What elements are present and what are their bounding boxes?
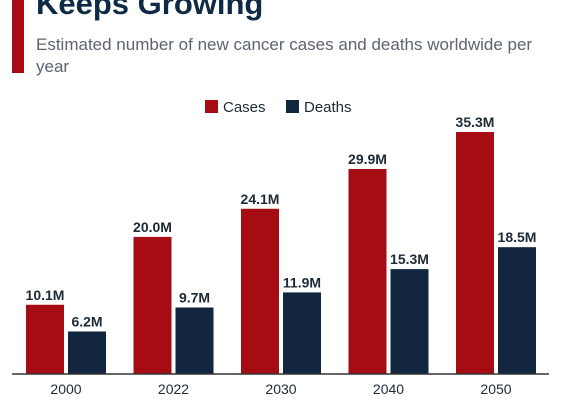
x-tick-label-2000: 2000 — [50, 381, 81, 397]
bar-deaths-2022 — [175, 307, 214, 374]
legend-label-deaths: Deaths — [304, 99, 352, 116]
value-label-deaths-2022: 9.7M — [179, 290, 210, 306]
bar-deaths-2000 — [68, 331, 106, 374]
title-accent-bar — [12, 0, 24, 73]
value-label-cases-2000: 10.1M — [26, 287, 65, 303]
value-labels-layer: 10.1M 6.2M 20.0M 9.7M 24.1M 11.9M 29.9M 15.3M 35… — [26, 114, 537, 329]
value-label-deaths-2030: 11.9M — [283, 274, 321, 290]
x-tick-label-2050: 2050 — [480, 381, 511, 397]
value-label-cases-2022: 20.0M — [133, 219, 172, 235]
value-label-deaths-2000: 6.2M — [71, 313, 102, 329]
legend-swatch-cases — [205, 100, 218, 113]
bar-cases-2050 — [456, 132, 494, 374]
chart-header: Keeps Growing Estimated number of new ca… — [0, 0, 561, 80]
value-label-cases-2030: 24.1M — [241, 191, 280, 207]
bar-deaths-2040 — [390, 269, 429, 374]
chart-subtitle: Estimated number of new cancer cases and… — [36, 35, 533, 76]
x-tick-label-2022: 2022 — [158, 381, 189, 397]
x-axis-ticks: 2000 2022 2030 2040 2050 — [50, 381, 511, 397]
bar-cases-2000 — [26, 304, 64, 374]
chart-legend: Cases Deaths — [205, 99, 352, 116]
bars-layer — [26, 132, 536, 374]
bar-deaths-2050 — [498, 247, 536, 374]
value-label-cases-2050: 35.3M — [456, 114, 495, 130]
value-label-cases-2040: 29.9M — [348, 151, 387, 167]
bar-deaths-2030 — [283, 292, 321, 374]
legend-label-cases: Cases — [223, 99, 266, 116]
x-tick-label-2040: 2040 — [373, 381, 404, 397]
value-label-deaths-2050: 18.5M — [498, 229, 537, 245]
chart-title: Keeps Growing — [36, 0, 264, 21]
value-label-deaths-2040: 15.3M — [390, 251, 429, 267]
legend-swatch-deaths — [286, 100, 299, 113]
x-tick-label-2030: 2030 — [265, 381, 296, 397]
bar-cases-2022 — [133, 236, 172, 374]
bar-cases-2040 — [348, 169, 387, 374]
bar-cases-2030 — [241, 208, 279, 374]
